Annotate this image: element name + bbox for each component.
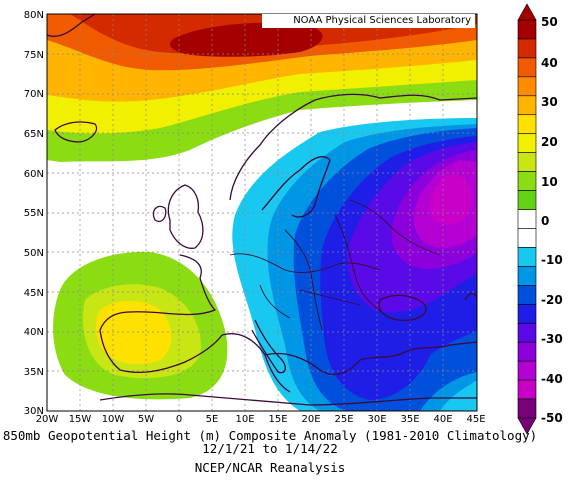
lat-tick: 35N (24, 367, 44, 378)
lon-tick: 20E (301, 414, 320, 425)
caption-dates: 12/1/21 to 1/14/22 (202, 441, 338, 456)
colorbar-label: 50 (541, 15, 558, 29)
lat-tick: 70N (24, 89, 44, 100)
colorbar-label: 0 (541, 214, 549, 228)
colorbar-segment (517, 114, 537, 135)
caption-source: NCEP/NCAR Reanalysis (194, 460, 346, 475)
caption-title: 850mb Geopotential Height (m) Composite … (2, 428, 538, 443)
colorbar-labels: 50 40 30 20 10 0 -10 -20 -30 -40 -50 (541, 15, 563, 425)
colorbar-label: -10 (541, 253, 563, 267)
lon-tick: 45E (466, 414, 485, 425)
lon-tick: 40E (433, 414, 452, 425)
lat-tick: 65N (24, 129, 44, 140)
colorbar-label: 10 (541, 175, 558, 189)
lat-tick: 45N (24, 288, 44, 299)
colorbar-segment (517, 152, 537, 172)
norway-baltic (261, 156, 331, 218)
lon-tick: 35E (400, 414, 419, 425)
contour-iberia-25 (95, 301, 172, 365)
lon-tick: 5W (138, 414, 154, 425)
british-isles (152, 184, 204, 249)
lat-axis: 80N 75N 70N 65N 60N 55N 50N 45N 40N 35N … (24, 10, 44, 417)
lon-tick: 20W (36, 414, 59, 425)
lat-tick: 75N (24, 50, 44, 61)
colorbar-segment (517, 228, 537, 248)
colorbar-segment (517, 322, 537, 343)
colorbar-label: -30 (541, 332, 563, 346)
lon-tick: 15W (69, 414, 92, 425)
colorbar-segment (517, 38, 537, 59)
colorbar-segment (517, 133, 537, 153)
contour-field (47, 14, 477, 411)
colorbar-label: -40 (541, 372, 563, 386)
africa-coast (99, 393, 477, 406)
colorbar-segment (517, 379, 537, 400)
lon-tick: 25E (334, 414, 353, 425)
colorbar-segment (517, 303, 537, 324)
colorbar-max-arrow (517, 3, 537, 21)
colorbar-segment (517, 285, 537, 305)
borders-2 (259, 199, 441, 319)
gridlines (47, 14, 477, 411)
greenland-coast (47, 14, 96, 37)
colorbar-segment (517, 266, 537, 286)
lat-tick: 60N (24, 169, 44, 180)
colorbar-label: 20 (541, 135, 558, 149)
colorbar-min-arrow (517, 417, 537, 435)
contour-negative-80 (429, 173, 472, 225)
lon-tick: 15E (268, 414, 287, 425)
lon-tick: 10W (102, 414, 125, 425)
europe-west-coast (99, 254, 223, 374)
colorbar-segment (517, 95, 537, 116)
colorbar-segment (517, 76, 537, 97)
mediterranean-coast (221, 333, 477, 393)
colorbar-label: -20 (541, 293, 563, 307)
coastlines (47, 14, 477, 406)
colorbar-label: -50 (541, 411, 563, 425)
scandinavia-coast (229, 93, 477, 201)
credit-label: NOAA Physical Sciences Laboratory (262, 14, 475, 28)
lon-tick: 30E (367, 414, 386, 425)
lon-tick: 5E (206, 414, 219, 425)
colorbar-segment (517, 190, 537, 210)
colorbar-segment (517, 398, 537, 419)
colorbar-segment (517, 247, 537, 267)
lon-axis: 20W 15W 10W 5W 0 5E 10E 15E 20E 25E 30E … (36, 414, 486, 425)
colorbar-segment (517, 57, 537, 78)
lat-tick: 80N (24, 10, 44, 21)
colorbar-segment (517, 209, 537, 229)
lat-tick: 40N (24, 327, 44, 338)
colorbar-segment (517, 341, 537, 362)
colorbar-segment (517, 19, 537, 40)
colorbar-label: 30 (541, 95, 558, 109)
colorbar (517, 3, 537, 435)
italy (251, 319, 286, 374)
lon-tick: 0 (176, 414, 182, 425)
lat-tick: 55N (24, 208, 44, 219)
colorbar-segment (517, 360, 537, 381)
lat-tick: 50N (24, 248, 44, 259)
lon-tick: 10E (235, 414, 254, 425)
lat-tick: 30N (24, 406, 44, 417)
borders-1 (229, 214, 386, 331)
contour-positive-60 (169, 22, 323, 57)
colorbar-segment (517, 171, 537, 191)
colorbar-label: 40 (541, 56, 558, 70)
iceland-coast (54, 121, 98, 143)
